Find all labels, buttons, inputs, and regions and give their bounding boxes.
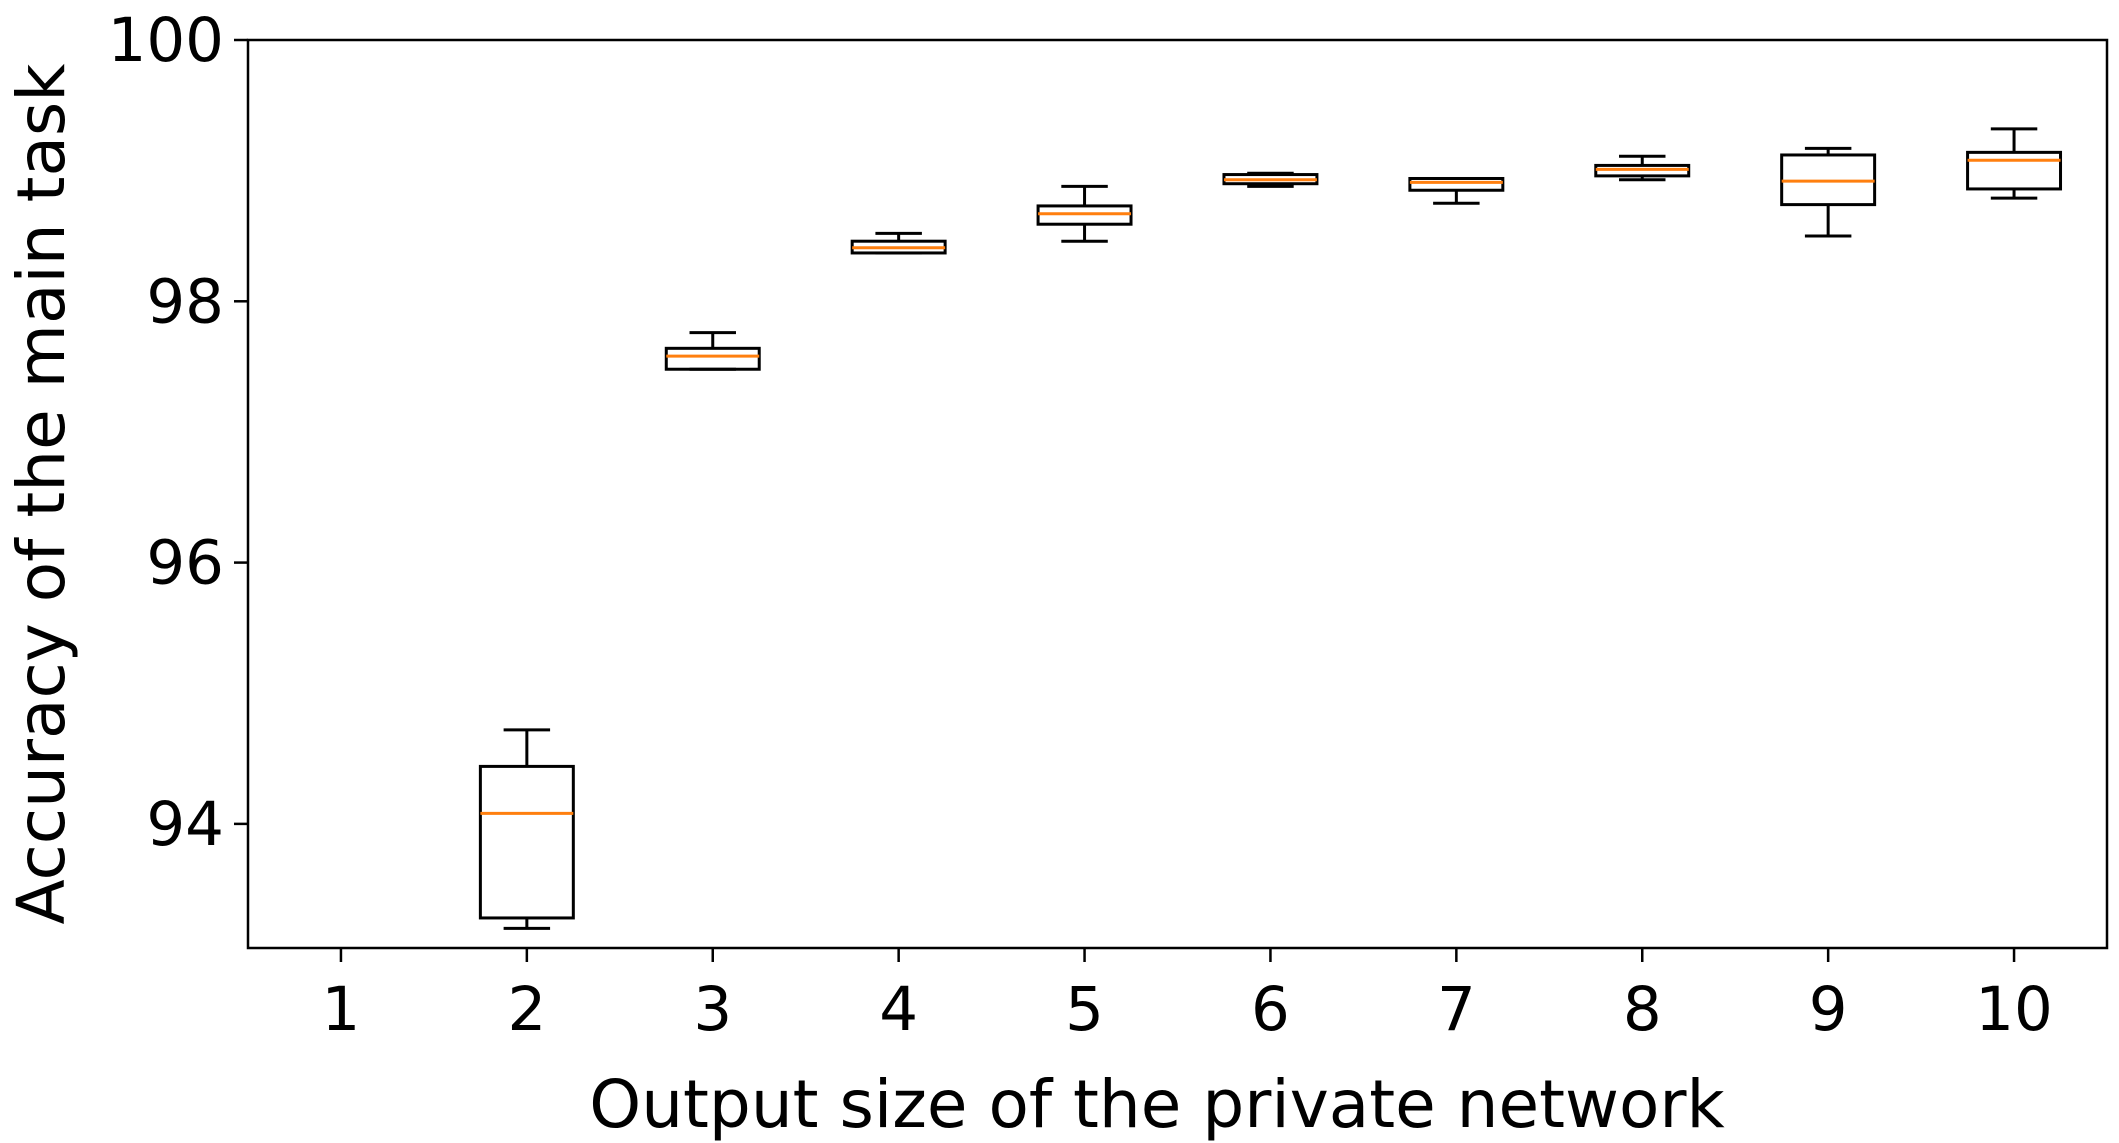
box-group-4 — [850, 231, 947, 255]
y-tick-label: 100 — [108, 5, 224, 76]
y-axis: 94 96 98 100 — [108, 5, 248, 860]
boxes-layer — [478, 127, 2063, 930]
x-tick-label: 10 — [1975, 974, 2053, 1045]
y-axis-label: Accuracy of the main task — [3, 63, 80, 925]
x-tick-label: 7 — [1437, 974, 1476, 1045]
x-tick-label: 5 — [1065, 974, 1104, 1045]
box-group-2 — [478, 728, 575, 930]
y-tick-label: 94 — [146, 789, 224, 860]
y-tick-label: 96 — [146, 528, 224, 599]
box-group-6 — [1222, 171, 1319, 188]
x-axis-label: Output size of the private network — [589, 1066, 1725, 1143]
box-group-5 — [1036, 184, 1133, 243]
box-group-10 — [1966, 127, 2063, 200]
y-tick-label: 98 — [146, 266, 224, 337]
x-tick-label: 8 — [1623, 974, 1662, 1045]
plot-frame — [246, 38, 2109, 950]
box — [1408, 176, 1505, 192]
x-tick-label: 6 — [1251, 974, 1290, 1045]
box-group-8 — [1594, 154, 1691, 182]
x-axis: 1 2 3 4 5 6 7 8 9 10 — [322, 948, 2053, 1045]
box-group-3 — [664, 331, 761, 371]
box — [478, 764, 575, 920]
box-group-9 — [1780, 146, 1877, 238]
box — [1966, 150, 2063, 191]
x-tick-label: 9 — [1809, 974, 1848, 1045]
x-tick-label: 2 — [507, 974, 546, 1045]
box — [664, 346, 761, 371]
x-tick-label: 4 — [879, 974, 918, 1045]
x-tick-label: 1 — [322, 974, 361, 1045]
box-group-7 — [1408, 176, 1505, 205]
x-tick-label: 3 — [693, 974, 732, 1045]
